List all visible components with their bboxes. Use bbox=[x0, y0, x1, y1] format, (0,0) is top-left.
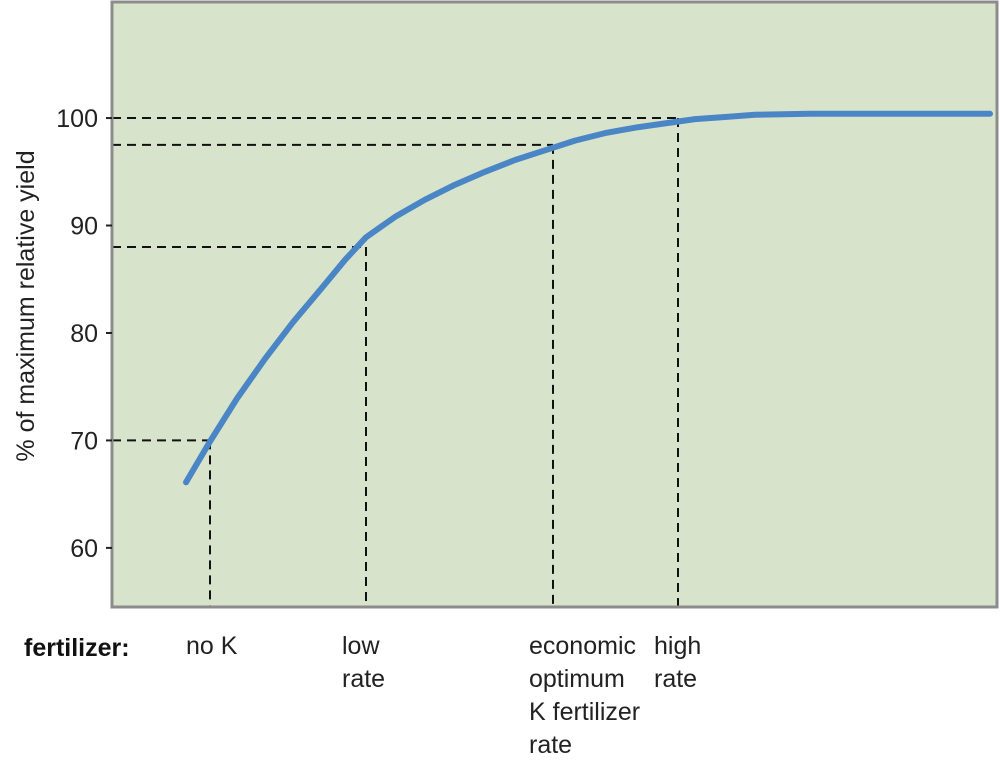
yield-curve bbox=[183, 110, 993, 486]
y-axis-ticks: 60 70 80 90 100 bbox=[56, 105, 112, 563]
low-rate-label-line: low bbox=[342, 632, 380, 660]
economic-optimum-label: economic optimum K fertilizer rate bbox=[529, 632, 640, 759]
y-tick-label: 100 bbox=[56, 105, 98, 133]
high-rate-label-line: rate bbox=[654, 665, 697, 693]
no-k-label-line: no K bbox=[186, 632, 238, 660]
high-rate-label-line: high bbox=[654, 632, 701, 660]
economic-optimum-label-line: economic bbox=[529, 632, 636, 660]
economic-optimum-label-line: rate bbox=[529, 731, 572, 759]
plot-background bbox=[112, 2, 997, 607]
plot-frame bbox=[110, 0, 999, 609]
economic-optimum-label-line: K fertilizer bbox=[529, 698, 640, 726]
fertilizer-row-label: fertilizer: bbox=[24, 634, 130, 662]
high-rate-label: high rate bbox=[654, 632, 701, 693]
reference-lines bbox=[112, 117, 679, 607]
y-tick-label: 80 bbox=[70, 320, 98, 348]
y-tick-label: 60 bbox=[70, 535, 98, 563]
fertilizer-rate-labels: no K low rate economic optimum K fertilizer ra… bbox=[186, 632, 701, 759]
low-rate-label: low rate bbox=[342, 632, 385, 693]
no-k-label: no K bbox=[186, 632, 238, 660]
y-axis-label: % of maximum relative yield bbox=[12, 150, 40, 461]
y-tick-label: 70 bbox=[70, 427, 98, 455]
low-rate-label-line: rate bbox=[342, 665, 385, 693]
economic-optimum-label-line: optimum bbox=[529, 665, 625, 693]
y-tick-label: 90 bbox=[70, 213, 98, 241]
